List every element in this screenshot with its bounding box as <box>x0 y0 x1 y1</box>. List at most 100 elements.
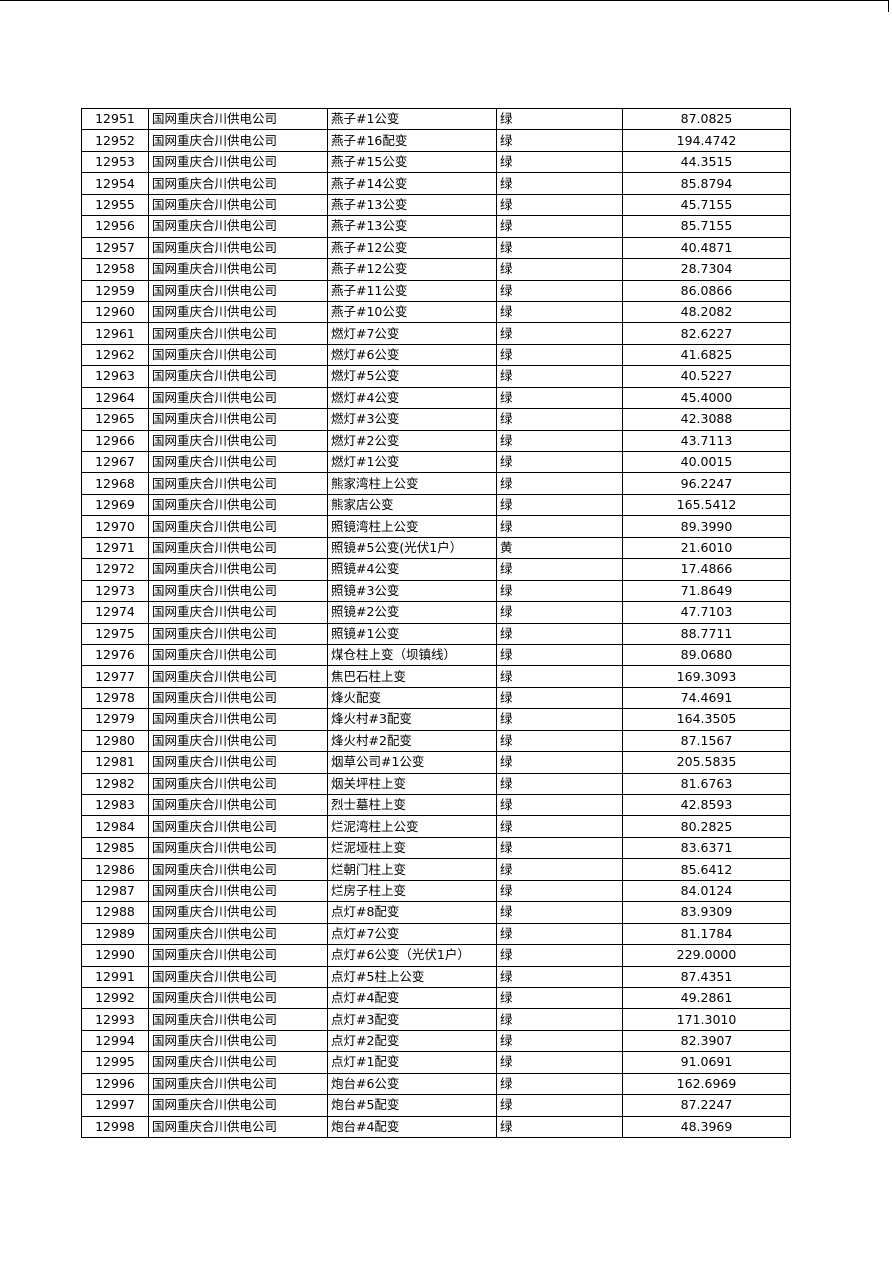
table-row: 12981 国网重庆合川供电公司 烟草公司#1公变绿 205.5835 <box>81 751 791 774</box>
value-cell: 164.3505 <box>622 708 791 731</box>
value-cell: 205.5835 <box>622 751 791 774</box>
table-row: 12967 国网重庆合川供电公司 燃灯#1公变绿 40.0015 <box>81 450 791 474</box>
status-color-cell: 绿 <box>496 322 623 345</box>
status-color-cell: 黄 <box>496 536 623 560</box>
transformer-name-cell: 燃灯#4公变 <box>327 386 497 410</box>
transformer-name-cell: 烟草公司#1公变 <box>327 751 497 774</box>
row-id-cell: 12967 <box>81 450 149 474</box>
value-cell: 17.4866 <box>622 558 791 581</box>
company-cell: 国网重庆合川供电公司 <box>148 708 328 731</box>
transformer-name-cell: 燕子#1公变 <box>327 107 497 131</box>
row-id-cell: 12995 <box>81 1051 149 1074</box>
value-cell: 40.5227 <box>622 365 791 388</box>
value-cell: 42.8593 <box>622 793 791 817</box>
row-id-cell: 12990 <box>81 944 149 967</box>
value-cell: 81.6763 <box>622 772 791 796</box>
company-cell: 国网重庆合川供电公司 <box>148 751 328 774</box>
value-cell: 41.6825 <box>622 343 791 367</box>
value-cell: 171.3010 <box>622 1008 791 1031</box>
table-row: 12993 国网重庆合川供电公司 点灯#3配变绿 171.3010 <box>81 1008 791 1031</box>
transformer-name-cell: 煤仓柱上变（坝镇线） <box>327 643 497 667</box>
value-cell: 82.6227 <box>622 322 791 345</box>
status-color-cell: 绿 <box>496 1008 623 1031</box>
row-id-cell: 12989 <box>81 922 149 946</box>
value-cell: 96.2247 <box>622 472 791 495</box>
row-id-cell: 12981 <box>81 751 149 774</box>
transformer-name-cell: 烂泥湾柱上公变 <box>327 815 497 838</box>
company-cell: 国网重庆合川供电公司 <box>148 922 328 946</box>
row-id-cell: 12970 <box>81 515 149 538</box>
transformer-name-cell: 燕子#16配变 <box>327 129 497 152</box>
company-cell: 国网重庆合川供电公司 <box>148 944 328 967</box>
value-cell: 85.6412 <box>622 858 791 881</box>
table-row: 12975 国网重庆合川供电公司 照镜#1公变绿 88.7711 <box>81 622 791 645</box>
row-id-cell: 12953 <box>81 150 149 174</box>
value-cell: 84.0124 <box>622 879 791 903</box>
row-id-cell: 12978 <box>81 686 149 710</box>
status-color-cell: 绿 <box>496 300 623 324</box>
transformer-name-cell: 燃灯#2公变 <box>327 429 497 453</box>
transformer-name-cell: 照镜#2公变 <box>327 601 497 624</box>
company-cell: 国网重庆合川供电公司 <box>148 1094 328 1117</box>
status-color-cell: 绿 <box>496 1115 623 1139</box>
company-cell: 国网重庆合川供电公司 <box>148 129 328 152</box>
value-cell: 21.6010 <box>622 536 791 560</box>
transformer-name-cell: 烂泥垭柱上变 <box>327 836 497 860</box>
status-color-cell: 绿 <box>496 965 623 988</box>
company-cell: 国网重庆合川供电公司 <box>148 193 328 217</box>
company-cell: 国网重庆合川供电公司 <box>148 836 328 860</box>
table-row: 12970 国网重庆合川供电公司 照镜湾柱上公变绿 89.3990 <box>81 515 791 538</box>
value-cell: 83.6371 <box>622 836 791 860</box>
status-color-cell: 绿 <box>496 1029 623 1053</box>
company-cell: 国网重庆合川供电公司 <box>148 300 328 324</box>
status-color-cell: 绿 <box>496 258 623 281</box>
row-id-cell: 12984 <box>81 815 149 838</box>
status-color-cell: 绿 <box>496 858 623 881</box>
status-color-cell: 绿 <box>496 1072 623 1096</box>
value-cell: 165.5412 <box>622 493 791 517</box>
company-cell: 国网重庆合川供电公司 <box>148 622 328 645</box>
company-cell: 国网重庆合川供电公司 <box>148 965 328 988</box>
transformer-name-cell: 炮台#6公变 <box>327 1072 497 1096</box>
row-id-cell: 12983 <box>81 793 149 817</box>
company-cell: 国网重庆合川供电公司 <box>148 365 328 388</box>
table-row: 12998 国网重庆合川供电公司 炮台#4配变绿 48.3969 <box>81 1115 791 1139</box>
table-row: 12955 国网重庆合川供电公司 燕子#13公变绿 45.7155 <box>81 193 791 217</box>
row-id-cell: 12969 <box>81 493 149 517</box>
value-cell: 48.3969 <box>622 1115 791 1139</box>
transformer-name-cell: 焦巴石柱上变 <box>327 665 497 688</box>
row-id-cell: 12991 <box>81 965 149 988</box>
transformer-name-cell: 烂朝门柱上变 <box>327 858 497 881</box>
status-color-cell: 绿 <box>496 172 623 195</box>
table-row: 12956 国网重庆合川供电公司 燕子#13公变绿 85.7155 <box>81 215 791 238</box>
table-row: 12995 国网重庆合川供电公司 点灯#1配变绿 91.0691 <box>81 1051 791 1074</box>
company-cell: 国网重庆合川供电公司 <box>148 986 328 1010</box>
status-color-cell: 绿 <box>496 215 623 238</box>
table-row: 12962 国网重庆合川供电公司 燃灯#6公变绿 41.6825 <box>81 343 791 367</box>
row-id-cell: 12982 <box>81 772 149 796</box>
table-row: 12974 国网重庆合川供电公司 照镜#2公变绿 47.7103 <box>81 601 791 624</box>
company-cell: 国网重庆合川供电公司 <box>148 1072 328 1096</box>
table-row: 12973 国网重庆合川供电公司 照镜#3公变绿 71.8649 <box>81 579 791 603</box>
row-id-cell: 12960 <box>81 300 149 324</box>
status-color-cell: 绿 <box>496 429 623 453</box>
row-id-cell: 12992 <box>81 986 149 1010</box>
table-row: 12953 国网重庆合川供电公司 燕子#15公变绿 44.3515 <box>81 150 791 174</box>
table-row: 12971 国网重庆合川供电公司 照镜#5公变(光伏1户）黄 21.6010 <box>81 536 791 560</box>
row-id-cell: 12961 <box>81 322 149 345</box>
table-row: 12990 国网重庆合川供电公司 点灯#6公变（光伏1户）绿 229.0000 <box>81 944 791 967</box>
row-id-cell: 12957 <box>81 236 149 260</box>
company-cell: 国网重庆合川供电公司 <box>148 815 328 838</box>
transformer-name-cell: 点灯#1配变 <box>327 1051 497 1074</box>
transformer-name-cell: 燕子#10公变 <box>327 300 497 324</box>
table-row: 12969 国网重庆合川供电公司 熊家店公变绿 165.5412 <box>81 493 791 517</box>
value-cell: 81.1784 <box>622 922 791 946</box>
company-cell: 国网重庆合川供电公司 <box>148 236 328 260</box>
transformer-name-cell: 点灯#2配变 <box>327 1029 497 1053</box>
transformer-name-cell: 炮台#4配变 <box>327 1115 497 1139</box>
transformer-name-cell: 燃灯#1公变 <box>327 450 497 474</box>
value-cell: 91.0691 <box>622 1051 791 1074</box>
transformer-name-cell: 燕子#15公变 <box>327 150 497 174</box>
table-row: 12980 国网重庆合川供电公司 烽火村#2配变绿 87.1567 <box>81 729 791 753</box>
value-cell: 229.0000 <box>622 944 791 967</box>
